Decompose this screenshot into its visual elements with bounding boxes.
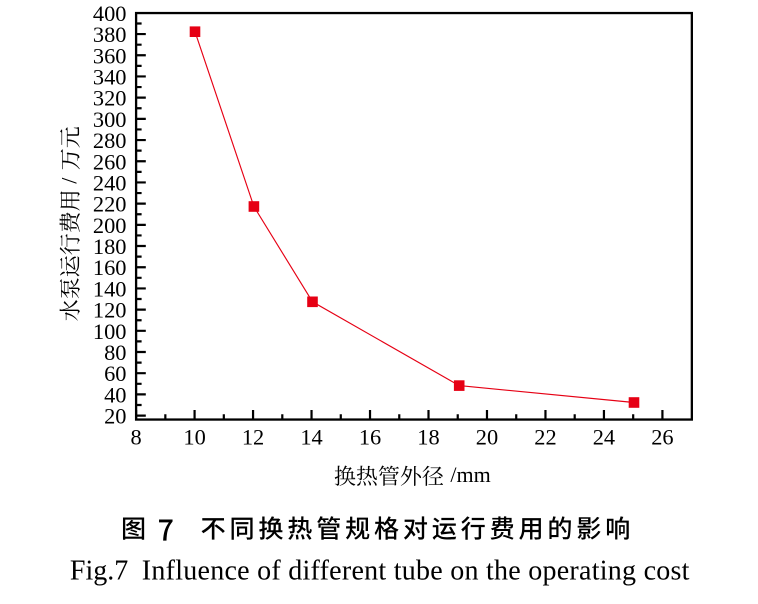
svg-text:360: 360 bbox=[93, 43, 127, 68]
svg-text:240: 240 bbox=[93, 170, 127, 195]
svg-text:40: 40 bbox=[104, 382, 126, 407]
svg-text:20: 20 bbox=[104, 404, 126, 429]
svg-text:380: 380 bbox=[93, 22, 127, 47]
svg-text:280: 280 bbox=[93, 128, 127, 153]
svg-text:160: 160 bbox=[93, 255, 127, 280]
svg-text:180: 180 bbox=[93, 234, 127, 259]
svg-text:8: 8 bbox=[130, 425, 141, 450]
svg-text:/mm: /mm bbox=[450, 462, 490, 487]
svg-text:320: 320 bbox=[93, 86, 127, 111]
svg-text:220: 220 bbox=[93, 192, 127, 217]
svg-text:Fig.7: Fig.7 bbox=[70, 555, 128, 586]
svg-text:140: 140 bbox=[93, 276, 127, 301]
svg-text:12: 12 bbox=[242, 425, 264, 450]
svg-text:16: 16 bbox=[359, 425, 381, 450]
svg-text:/: / bbox=[57, 177, 82, 184]
svg-text:22: 22 bbox=[534, 425, 556, 450]
svg-text:80: 80 bbox=[104, 340, 126, 365]
svg-text:60: 60 bbox=[104, 361, 126, 386]
svg-text:24: 24 bbox=[593, 425, 615, 450]
svg-text:14: 14 bbox=[300, 425, 322, 450]
svg-text:400: 400 bbox=[93, 1, 127, 26]
svg-text:340: 340 bbox=[93, 64, 127, 89]
svg-text:120: 120 bbox=[93, 298, 127, 323]
svg-text:20: 20 bbox=[476, 425, 498, 450]
svg-text:260: 260 bbox=[93, 149, 127, 174]
svg-text:300: 300 bbox=[93, 107, 127, 132]
svg-text:Influence of different tube on: Influence of different tube on the opera… bbox=[142, 555, 690, 586]
svg-text:26: 26 bbox=[651, 425, 673, 450]
svg-text:18: 18 bbox=[417, 425, 439, 450]
svg-text:200: 200 bbox=[93, 213, 127, 238]
svg-text:100: 100 bbox=[93, 319, 127, 344]
svg-text:10: 10 bbox=[183, 425, 205, 450]
